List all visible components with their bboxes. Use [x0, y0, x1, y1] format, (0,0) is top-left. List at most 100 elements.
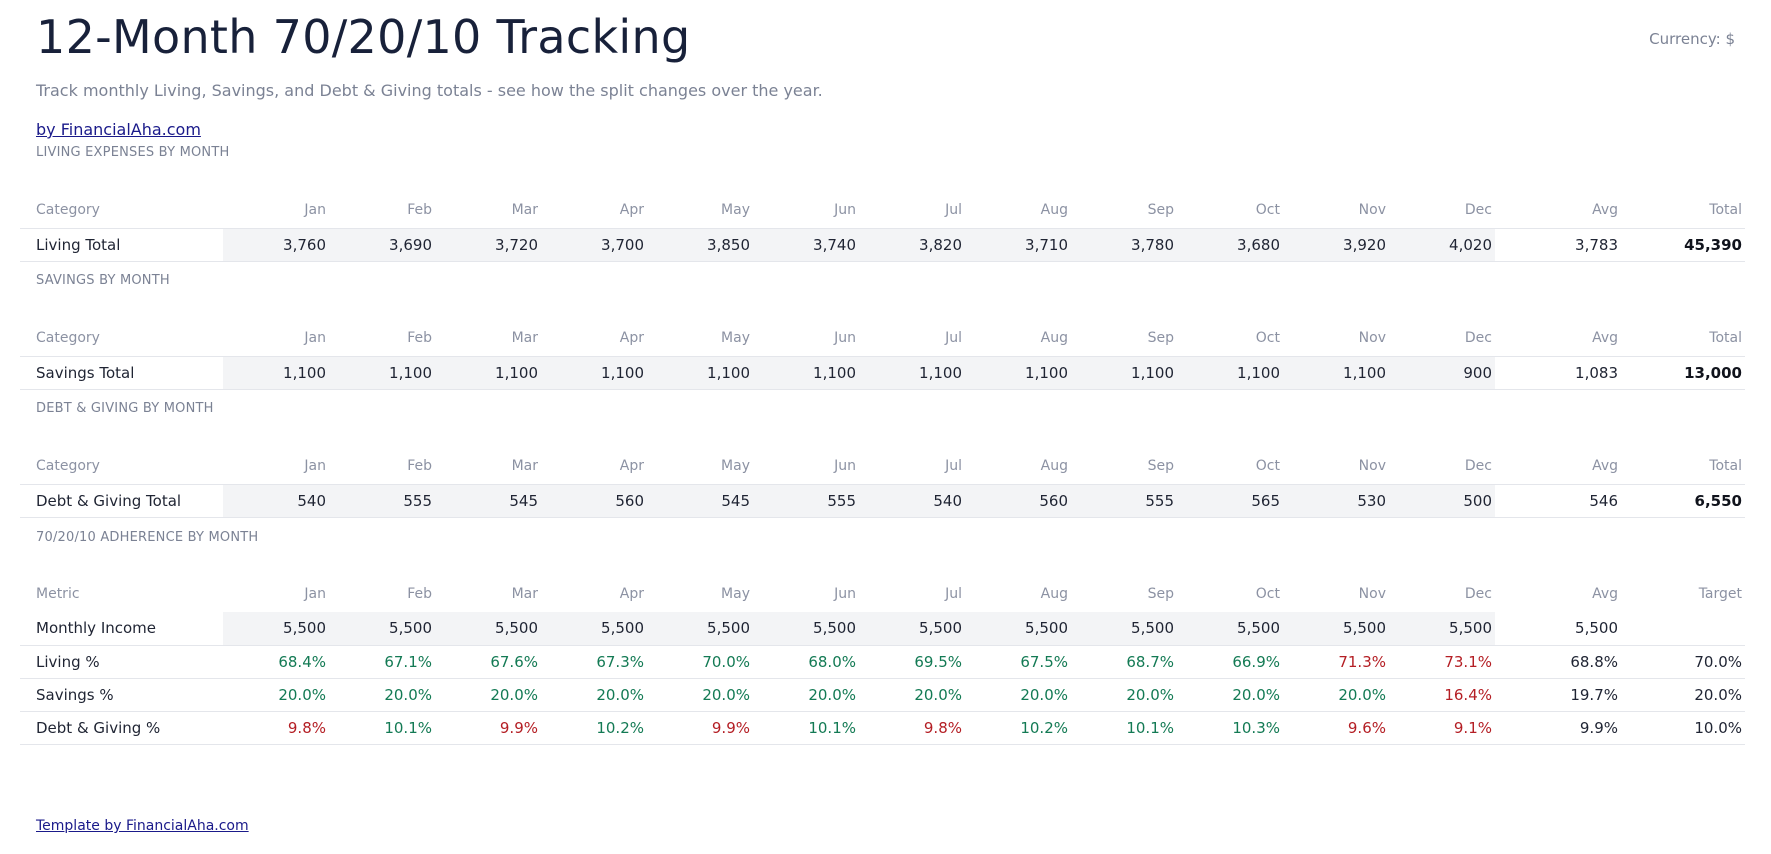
month-value: 5,500	[753, 612, 859, 646]
debt-table: Category Jan Feb Mar Apr May Jun Jul Aug Sep Oct No…	[20, 448, 1745, 518]
column-header-month: Jan	[304, 457, 326, 474]
month-value: 20.0%	[1177, 678, 1283, 712]
footer-link[interactable]: Template by FinancialAha.com	[36, 818, 249, 834]
month-value: 500	[1389, 483, 1495, 518]
column-header-month: Jun	[834, 457, 856, 474]
month-value: 1,100	[1177, 355, 1283, 390]
column-header-month: Sep	[1147, 201, 1174, 218]
month-value: 5,500	[1177, 612, 1283, 646]
month-value: 20.0%	[541, 678, 647, 712]
month-value: 66.9%	[1177, 645, 1283, 679]
column-header-category: Metric	[36, 586, 80, 602]
column-header-target: Target	[1698, 586, 1742, 602]
month-value: 1,100	[541, 355, 647, 390]
column-header-month: May	[721, 201, 750, 218]
month-value: 5,500	[647, 612, 753, 646]
month-value: 3,700	[541, 227, 647, 262]
metric-label: Savings %	[20, 678, 223, 712]
page-subtitle: Track monthly Living, Savings, and Debt …	[36, 81, 823, 100]
month-value: 20.0%	[1283, 678, 1389, 712]
column-header-month: Mar	[511, 329, 538, 346]
month-value: 9.9%	[647, 711, 753, 745]
month-value: 71.3%	[1283, 645, 1389, 679]
total-value: 6,550	[1621, 483, 1745, 518]
table-header-row: Category Jan Feb Mar Apr May Jun Jul Aug Sep Oct No…	[20, 448, 1745, 484]
column-header-month: Jul	[945, 201, 962, 218]
column-header-month: Feb	[407, 457, 432, 474]
avg-value: 68.8%	[1495, 645, 1621, 679]
month-value: 545	[435, 483, 541, 518]
column-header-month: Sep	[1147, 586, 1174, 602]
avg-value: 546	[1495, 483, 1621, 518]
month-value: 5,500	[859, 612, 965, 646]
column-header-category: Category	[36, 201, 100, 218]
column-header-month: May	[721, 457, 750, 474]
month-value: 5,500	[329, 612, 435, 646]
column-header-total: Total	[1709, 457, 1742, 474]
month-value: 3,690	[329, 227, 435, 262]
column-header-month: Oct	[1255, 201, 1280, 218]
column-header-month: Jul	[945, 457, 962, 474]
month-value: 5,500	[1283, 612, 1389, 646]
target-value	[1621, 612, 1745, 646]
column-header-month: Oct	[1255, 457, 1280, 474]
month-value: 10.2%	[541, 711, 647, 745]
month-value: 10.1%	[753, 711, 859, 745]
column-header-month: Apr	[619, 457, 644, 474]
section-label-savings: SAVINGS BY MONTH	[36, 273, 170, 288]
month-value: 69.5%	[859, 645, 965, 679]
column-header-month: May	[721, 586, 750, 602]
column-header-month: Jun	[834, 201, 856, 218]
month-value: 545	[647, 483, 753, 518]
month-value: 560	[965, 483, 1071, 518]
adherence-table: Metric Jan Feb Mar Apr May Jun Jul Aug Sep Oct Nov D…	[20, 576, 1745, 745]
month-value: 565	[1177, 483, 1283, 518]
financialaha-link[interactable]: by FinancialAha.com	[36, 120, 201, 139]
month-value: 1,100	[435, 355, 541, 390]
column-header-month: Apr	[619, 329, 644, 346]
month-value: 540	[223, 483, 329, 518]
month-value: 67.3%	[541, 645, 647, 679]
month-value: 20.0%	[1071, 678, 1177, 712]
column-header-month: Nov	[1358, 586, 1386, 602]
column-header-total: Total	[1709, 329, 1742, 346]
column-header-category: Category	[36, 329, 100, 346]
month-value: 20.0%	[647, 678, 753, 712]
currency-label: Currency: $	[1649, 30, 1735, 48]
month-value: 9.6%	[1283, 711, 1389, 745]
column-header-avg: Avg	[1592, 586, 1618, 602]
month-value: 1,100	[647, 355, 753, 390]
month-value: 10.1%	[1071, 711, 1177, 745]
month-value: 3,680	[1177, 227, 1283, 262]
column-header-month: Aug	[1040, 329, 1068, 346]
avg-value: 1,083	[1495, 355, 1621, 390]
column-header-avg: Avg	[1592, 201, 1618, 218]
month-value: 20.0%	[859, 678, 965, 712]
month-value: 3,720	[435, 227, 541, 262]
page-title: 12-Month 70/20/10 Tracking	[36, 10, 691, 64]
column-header-category: Category	[36, 457, 100, 474]
column-header-total: Total	[1709, 201, 1742, 218]
month-value: 555	[329, 483, 435, 518]
month-value: 10.2%	[965, 711, 1071, 745]
month-value: 67.5%	[965, 645, 1071, 679]
table-row: Savings % 20.0% 20.0% 20.0% 20.0% 20.0% 20.0% 2…	[20, 678, 1745, 712]
month-value: 20.0%	[223, 678, 329, 712]
row-label: Living Total	[20, 227, 223, 262]
month-value: 20.0%	[329, 678, 435, 712]
month-value: 70.0%	[647, 645, 753, 679]
month-value: 3,760	[223, 227, 329, 262]
month-value: 9.1%	[1389, 711, 1495, 745]
table-row: Savings Total 1,100 1,100 1,100 1,100 1,100 1,…	[20, 355, 1745, 390]
table-header-row: Category Jan Feb Mar Apr May Jun Jul Aug Sep Oct No…	[20, 192, 1745, 228]
month-value: 5,500	[435, 612, 541, 646]
column-header-month: Mar	[511, 457, 538, 474]
avg-value: 3,783	[1495, 227, 1621, 262]
total-value: 13,000	[1621, 355, 1745, 390]
column-header-avg: Avg	[1592, 457, 1618, 474]
month-value: 5,500	[1071, 612, 1177, 646]
month-value: 20.0%	[435, 678, 541, 712]
column-header-month: Nov	[1358, 329, 1386, 346]
section-label-living: LIVING EXPENSES BY MONTH	[36, 145, 230, 160]
month-value: 1,100	[859, 355, 965, 390]
